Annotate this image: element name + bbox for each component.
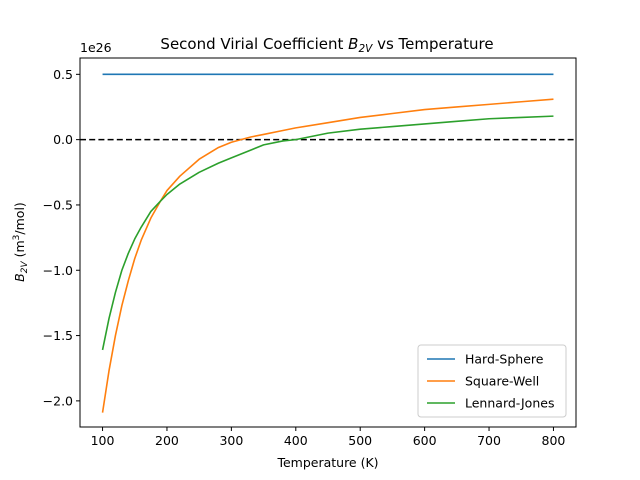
y-axis-label-unit-prefix: (m <box>12 240 27 261</box>
y-axis-label-subscript: 2V <box>20 261 30 274</box>
x-tick-label: 400 <box>284 433 308 448</box>
legend: Hard-Sphere Square-Well Lennard-Jones <box>417 344 567 418</box>
x-tick-label: 500 <box>348 433 372 448</box>
x-tick-label: 200 <box>155 433 179 448</box>
series-line-square-well <box>101 98 554 413</box>
y-tick-label: 0.5 <box>53 67 73 82</box>
y-axis-label-unit-exponent: 3 <box>12 235 22 241</box>
series-layer <box>101 73 554 413</box>
x-tick-label: 800 <box>542 433 566 448</box>
y-axis-offset-label: 1e26 <box>80 40 112 55</box>
x-tick-label: 300 <box>219 433 243 448</box>
y-axis: −2.0 −1.5 −1.0 −0.5 0.0 0.5 <box>43 67 80 408</box>
y-axis-label-unit-suffix: /mol) <box>12 202 27 234</box>
y-tick-label: −1.5 <box>43 328 73 343</box>
x-tick-label: 700 <box>477 433 501 448</box>
y-tick-label: −1.0 <box>43 263 73 278</box>
y-axis-label-symbol: B <box>12 273 27 282</box>
chart-title-subscript: 2V <box>358 43 373 55</box>
chart-title-prefix: Second Virial Coefficient <box>160 35 348 53</box>
y-tick-label: −0.5 <box>43 197 73 212</box>
legend-box <box>417 344 567 418</box>
x-axis-label: Temperature (K) <box>276 455 378 470</box>
chart-title-symbol: B <box>348 35 358 53</box>
legend-label-lennard-jones: Lennard-Jones <box>465 396 554 411</box>
plot-area-frame <box>79 57 577 428</box>
x-tick-label: 100 <box>91 433 115 448</box>
legend-label-hard-sphere: Hard-Sphere <box>465 352 544 367</box>
y-tick-label: −2.0 <box>43 393 73 408</box>
series-line-lennard-jones <box>101 115 554 351</box>
chart-title: Second Virial Coefficient B2V vs Tempera… <box>160 35 493 55</box>
y-tick-label: 0.0 <box>53 132 73 147</box>
y-axis-label: B2V (m3/mol) <box>12 202 30 282</box>
legend-label-square-well: Square-Well <box>465 374 539 389</box>
x-tick-label: 600 <box>413 433 437 448</box>
x-axis: 100 200 300 400 500 600 700 800 <box>91 427 566 448</box>
chart-title-suffix: vs Temperature <box>372 35 493 53</box>
